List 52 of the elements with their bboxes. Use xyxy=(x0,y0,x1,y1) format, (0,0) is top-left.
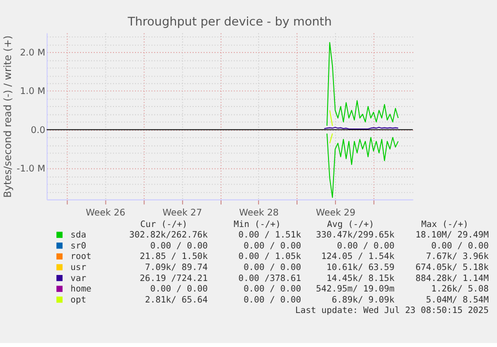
text: 21.85 / 1.50k xyxy=(140,252,209,262)
chart-title: Throughput per device - by month xyxy=(126,14,332,29)
text: 330.47k/299.65k xyxy=(316,230,396,241)
text: 7.67k/ 3.96k xyxy=(426,252,490,262)
text: 674.05k/ 5.18k xyxy=(416,262,490,273)
y-tick-label: 2.0 M xyxy=(20,48,46,58)
y-axis-title: Bytes/second read (-) / write (+) xyxy=(3,35,14,198)
x-tick-label: Week 26 xyxy=(86,208,126,218)
legend-label: root xyxy=(70,252,92,262)
text: 0.00 / 0.00 xyxy=(244,262,302,273)
text: 302.82k/262.76k xyxy=(129,230,209,241)
x-tick-label: Week 27 xyxy=(162,208,202,218)
legend-label: opt xyxy=(70,295,86,306)
text: Min (-/+) xyxy=(234,220,281,230)
text: 7.09k/ 89.74 xyxy=(145,262,208,273)
text: 0.00 / 0.00 xyxy=(244,284,302,295)
line-series xyxy=(326,133,399,198)
text: 542.95m/ 19.09m xyxy=(316,284,394,295)
legend-label: var xyxy=(70,274,86,284)
text: 0.00 / 0.00 xyxy=(431,241,489,252)
text: Avg (-/+) xyxy=(327,220,374,230)
text: 124.05 / 1.54k xyxy=(321,252,396,262)
legend-label: sr0 xyxy=(70,241,86,252)
text: 0.00 / 0.00 xyxy=(336,241,394,252)
text: Last update: Wed Jul 23 08:50:15 2025 xyxy=(295,306,489,316)
y-tick-label: 0.0 xyxy=(30,126,46,136)
text: 18.10M/ 29.49M xyxy=(416,230,489,241)
text: 26.19 /724.21 xyxy=(140,274,208,284)
legend-label: sda xyxy=(70,230,86,241)
text: 0.00 / 1.05k xyxy=(238,252,302,262)
text: 2.81k/ 65.64 xyxy=(145,295,208,306)
text: 5.04M/ 8.54M xyxy=(426,295,489,306)
y-tick-label: 1.0 M xyxy=(20,87,46,98)
text: 6.89k/ 9.09k xyxy=(332,295,396,306)
line-series xyxy=(326,42,399,126)
text: 0.00 / 1.51k xyxy=(238,230,302,241)
text: Max (-/+) xyxy=(421,220,468,230)
text: 884.28k/ 1.14M xyxy=(416,274,489,284)
x-tick-label: Week 29 xyxy=(316,208,356,218)
x-tick-label: Week 28 xyxy=(239,208,279,218)
text: Cur (-/+) xyxy=(140,220,188,230)
text: 0.00 / 0.00 xyxy=(244,241,302,252)
text: 0.00 / 0.00 xyxy=(150,284,208,295)
text: 10.61k/ 63.59 xyxy=(326,262,394,273)
text: 0.00 / 0.00 xyxy=(150,241,208,252)
legend-label: usr xyxy=(70,262,86,273)
legend-label: home xyxy=(70,284,92,295)
text: 14.45k/ 8.15k xyxy=(326,274,396,284)
text: 0.00 /378.61 xyxy=(238,274,302,284)
text: 0.00 / 0.00 xyxy=(244,295,302,306)
text: 1.26k/ 5.08 xyxy=(431,284,489,295)
y-tick-label: -1.0 M xyxy=(16,164,46,175)
